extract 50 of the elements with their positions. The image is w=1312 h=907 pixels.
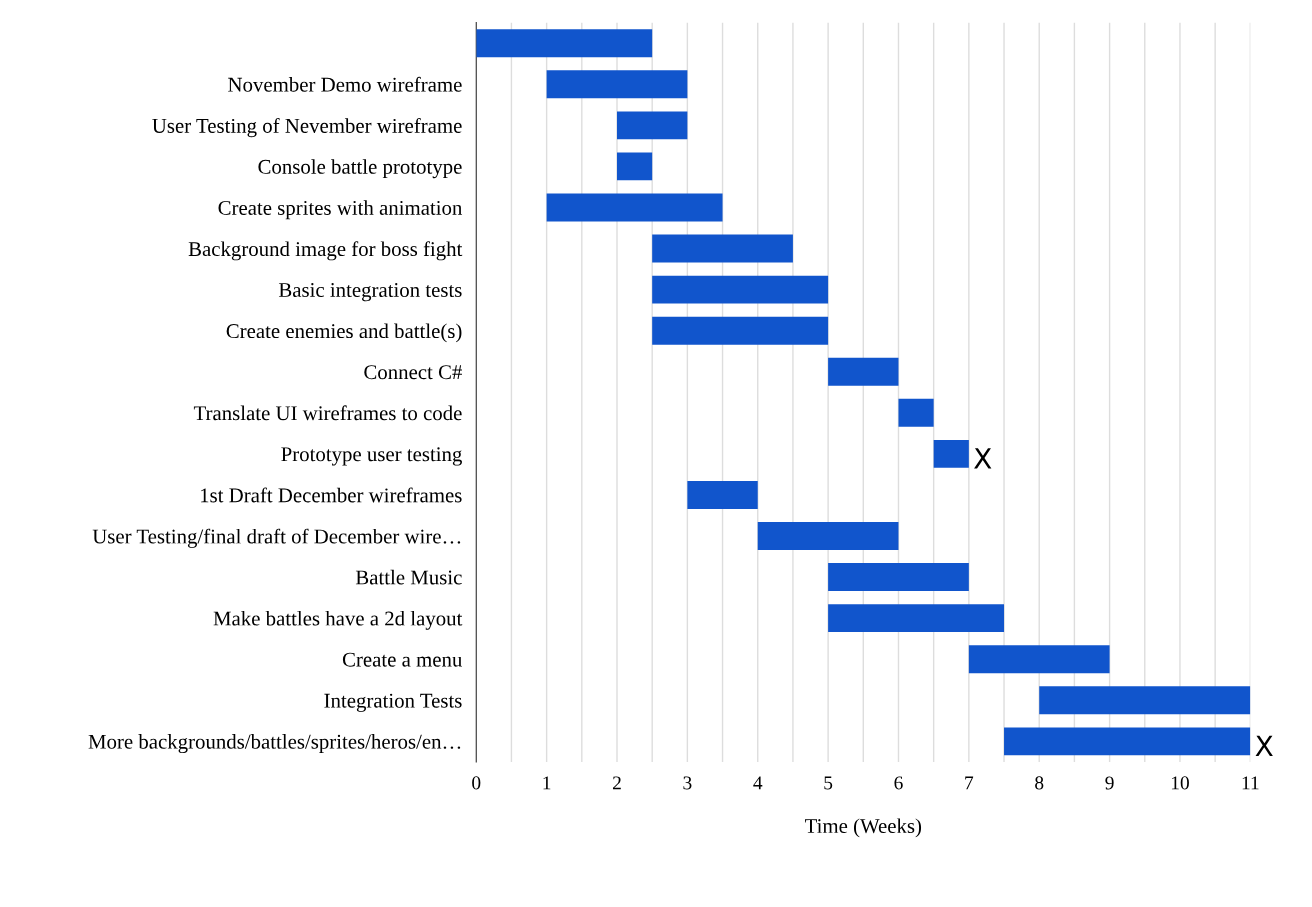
annotation: X <box>974 448 992 469</box>
bar <box>898 398 934 427</box>
x-tick-label: 0 <box>472 776 481 790</box>
x-tick-label: 7 <box>965 776 974 790</box>
y-tick-label: Background image for boss fight <box>188 241 463 261</box>
annotation: X <box>1255 735 1273 756</box>
bar <box>546 70 688 99</box>
y-tick-label: Integration Tests <box>324 693 462 712</box>
y-tick-label: Battle Music <box>355 569 462 585</box>
y-tick-label: Translate UI wireframes to code <box>193 405 462 421</box>
x-tick-label: 6 <box>894 776 903 790</box>
bar <box>828 357 899 386</box>
bar <box>617 152 653 181</box>
y-tick-label: Connect C# <box>364 365 462 380</box>
bar <box>652 275 829 304</box>
x-tick-label: 10 <box>1171 776 1189 790</box>
y-tick-label: Console battle prototype <box>258 159 462 179</box>
bar <box>757 522 899 550</box>
bar <box>652 316 829 345</box>
bar <box>828 563 969 592</box>
x-tick-label: 11 <box>1242 776 1259 790</box>
bar <box>1039 686 1251 715</box>
bar <box>968 645 1110 674</box>
x-tick-label: 8 <box>1035 776 1044 790</box>
x-tick-label: 9 <box>1105 776 1114 790</box>
x-tick-label: 2 <box>612 776 621 790</box>
bar <box>476 29 653 58</box>
y-tick-label: November Demo wireframe <box>228 76 462 92</box>
y-tick-label: More backgrounds/battles/sprites/heros/en… <box>88 734 461 754</box>
y-tick-label: Basic integration tests <box>278 283 462 302</box>
y-tick-label: Create sprites with animation <box>218 200 463 220</box>
x-tick-label: 3 <box>683 776 692 790</box>
bar <box>687 480 758 509</box>
bar <box>1004 727 1251 756</box>
y-tick-label: Prototype user testing <box>281 447 462 466</box>
bar <box>617 111 688 140</box>
x-tick-label: 5 <box>824 776 833 790</box>
bar <box>546 193 723 222</box>
y-tick-label: Create a menu <box>342 652 463 667</box>
y-tick-label: User Testing/final draft of December wire… <box>92 528 461 548</box>
y-tick-label: 1st Draft December wireframes <box>201 487 462 503</box>
y-tick-label: User Testing of Nevember wireframe <box>152 118 462 138</box>
x-tick-label: 1 <box>543 776 551 790</box>
x-axis-title: Time (Weeks) <box>805 818 922 838</box>
y-tick-label: Make battles have a 2d layout <box>213 610 463 630</box>
y-tick-label: Create enemies and battle(s) <box>226 323 462 343</box>
bar <box>933 439 969 468</box>
bar <box>652 234 793 263</box>
bar <box>828 604 1005 633</box>
x-tick-label: 4 <box>753 776 763 790</box>
